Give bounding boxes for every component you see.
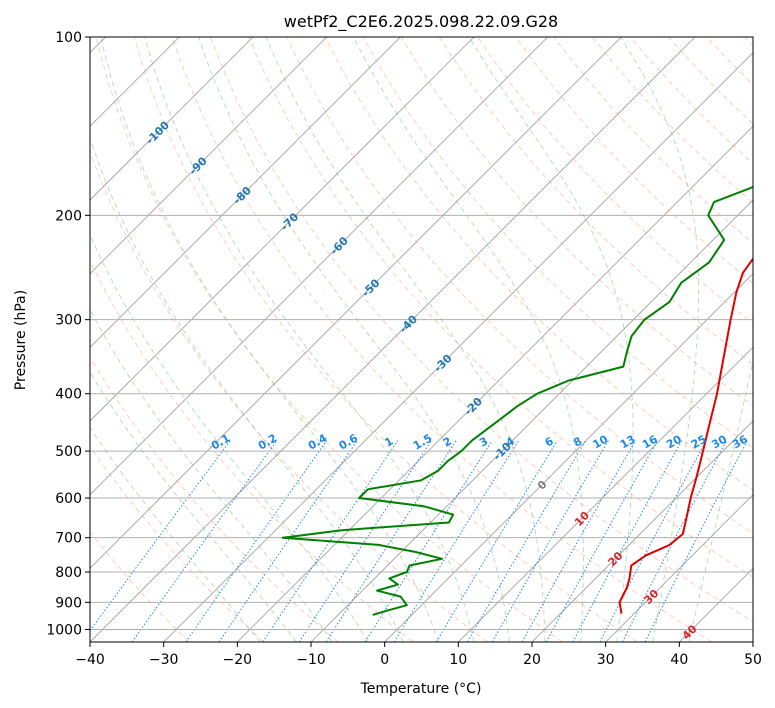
dry-adiabat-line <box>90 531 190 642</box>
mixing-ratio-line <box>185 440 328 642</box>
mixing-ratio-line <box>325 440 457 642</box>
isotherm-line <box>90 37 696 642</box>
y-tick-label: 1000 <box>46 622 82 638</box>
isotherm-line <box>90 37 327 275</box>
y-tick-label: 900 <box>55 595 82 611</box>
moist-adiabat-line <box>144 37 475 642</box>
pressure-gridlines <box>90 37 753 630</box>
y-tick-label: 300 <box>55 313 82 329</box>
dry-adiabat-line <box>95 37 563 642</box>
temperature-line <box>618 257 753 614</box>
y-axis-ticks: 100 200 300 400 500 600 700 800 900 1000 <box>46 30 90 638</box>
dry-adiabat-line <box>90 445 264 642</box>
x-tick-label: −30 <box>149 652 179 668</box>
dry-adiabat-line <box>439 37 753 365</box>
x-axis-ticks: −40 −30 −20 −10 0 10 20 30 40 50 <box>75 642 762 668</box>
x-tick-label: −20 <box>223 652 253 668</box>
dry-adiabat-line <box>400 37 753 407</box>
dry-adiabat-line <box>171 37 712 642</box>
x-tick-label: 20 <box>523 652 541 668</box>
moist-adiabat-line <box>265 37 546 642</box>
sounding-curves <box>281 185 753 616</box>
mixing-ratio-line <box>262 440 399 642</box>
x-tick-label: −10 <box>296 652 326 668</box>
x-tick-label: −40 <box>75 652 105 668</box>
dry-adiabat-line <box>210 37 753 623</box>
moist-adiabat-line <box>620 37 700 642</box>
y-tick-label: 600 <box>55 491 82 507</box>
mixing-ratio-line <box>491 440 609 642</box>
plot-frame <box>89 36 754 643</box>
y-tick-label: 800 <box>55 565 82 581</box>
isotherm-line <box>90 37 254 201</box>
moist-adiabat-line <box>100 37 439 642</box>
isotherm-line <box>605 494 753 642</box>
mixing-ratio-line <box>467 440 587 642</box>
mixing-ratio-line <box>599 440 707 642</box>
dewpoint-line <box>281 185 753 616</box>
dry-adiabat-line <box>515 37 753 284</box>
y-axis-title: Pressure (hPa) <box>13 290 29 390</box>
mixing-ratio-line <box>218 440 358 642</box>
x-tick-label: 40 <box>670 652 688 668</box>
moist-adiabat-line <box>90 426 261 642</box>
dry-adiabat-line <box>90 150 488 642</box>
isotherm-line <box>90 37 475 422</box>
mixing-ratio-line <box>572 440 683 642</box>
moist-adiabat-line <box>90 136 404 642</box>
dry-adiabat-line <box>286 37 753 534</box>
isotherm-line <box>163 52 753 642</box>
mixing-ratio-line <box>364 440 493 642</box>
y-tick-label: 400 <box>55 387 82 403</box>
mixing-ratio-line <box>621 440 728 642</box>
isotherm-line <box>384 273 753 642</box>
moist-adiabat-line <box>353 37 584 642</box>
y-tick-label: 500 <box>55 444 82 460</box>
dry-adiabat-line <box>248 37 753 578</box>
x-axis-title: Temperature (°C) <box>360 681 482 697</box>
dry-adiabat-line <box>133 37 638 642</box>
dry-adiabat-line <box>90 259 414 642</box>
x-tick-label: 0 <box>380 652 389 668</box>
moist-adiabat-line <box>90 234 369 642</box>
mixing-ratio-line <box>298 440 432 642</box>
background-lines <box>90 37 753 642</box>
isotherm-line <box>90 37 622 569</box>
chart-title: wetPf2_C2E6.2025.098.22.09.G28 <box>284 12 558 32</box>
y-tick-label: 200 <box>55 208 82 224</box>
x-tick-label: 10 <box>449 652 467 668</box>
isotherm-line <box>90 37 548 496</box>
y-tick-label: 100 <box>55 30 82 46</box>
x-tick-label: 50 <box>744 652 762 668</box>
mixing-ratio-line <box>393 440 520 642</box>
isotherm-line <box>531 420 753 642</box>
moist-adiabat-line <box>90 371 297 642</box>
x-tick-label: 30 <box>597 652 615 668</box>
mixing-ratio-line <box>435 440 558 642</box>
moist-adiabat-line <box>468 37 634 642</box>
y-tick-label: 700 <box>55 531 82 547</box>
isotherm-line <box>90 37 401 348</box>
isotherm-line <box>458 346 753 642</box>
